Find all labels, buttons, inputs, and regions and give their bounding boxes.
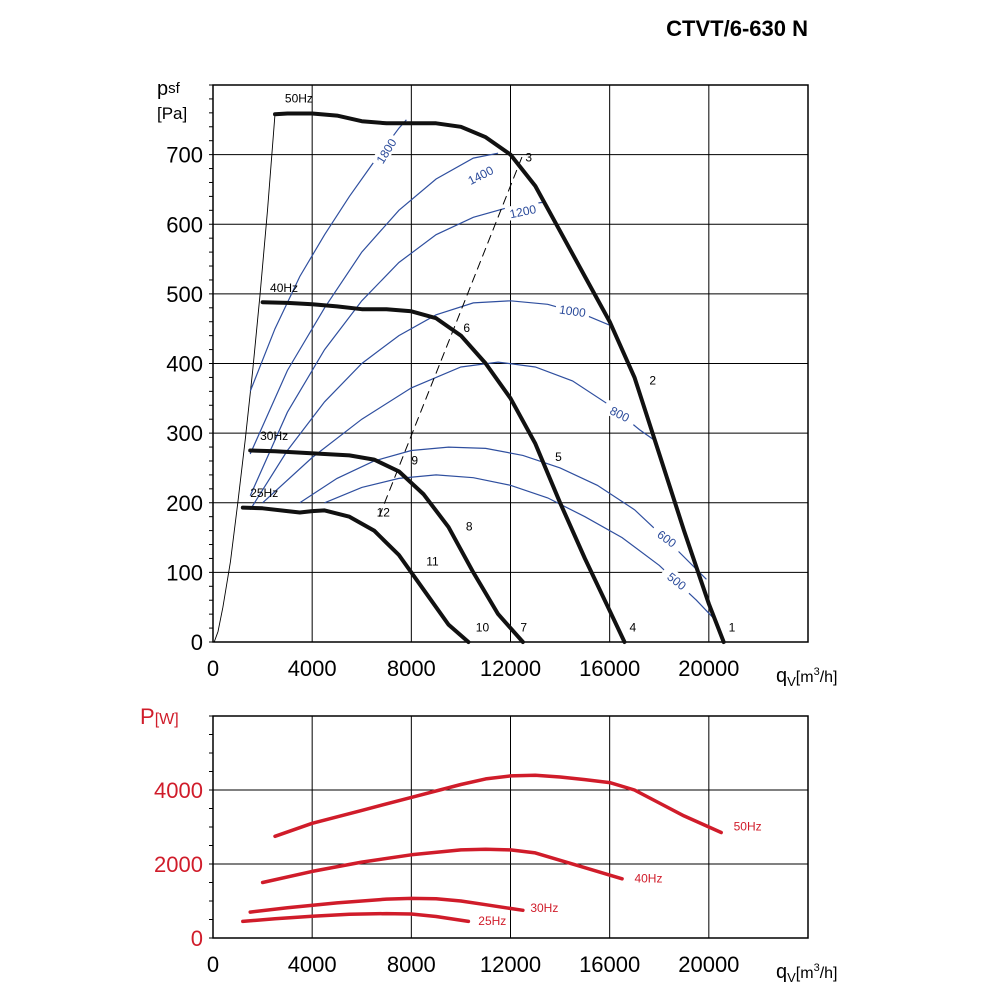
point-label: 5 xyxy=(555,450,562,464)
rpm-curve-1000 xyxy=(249,300,610,511)
x-tick-label: 8000 xyxy=(387,952,436,977)
rpm-label: 1200 xyxy=(508,202,537,221)
y-tick-label: 0 xyxy=(191,630,203,655)
rpm-label-bg xyxy=(504,200,541,222)
x-tick-label: 8000 xyxy=(387,656,436,681)
x-tick-label: 4000 xyxy=(288,952,337,977)
rpm-curve-800 xyxy=(262,361,655,504)
y-tick-label: 200 xyxy=(166,491,203,516)
plot-frame xyxy=(212,84,809,643)
power-hz-label: 25Hz xyxy=(478,914,506,928)
x-tick-label: 4000 xyxy=(288,656,337,681)
point-label: 3 xyxy=(525,151,532,165)
y-tick-label: 100 xyxy=(166,560,203,585)
x-tick-label: 16000 xyxy=(579,656,640,681)
rpm-label-bg xyxy=(659,564,695,597)
x-tick-label: 20000 xyxy=(678,952,739,977)
x-tick-label: 12000 xyxy=(480,952,541,977)
point-label: 10 xyxy=(476,621,490,635)
fan-curve-25Hz xyxy=(240,505,471,644)
point-label: 4 xyxy=(630,621,637,635)
fan-curve-40Hz xyxy=(260,300,627,644)
pressure-chart: 0 4000 8000 12000 16000 20000 0 100 200 300 400 500… xyxy=(157,78,838,689)
rpm-label-bg xyxy=(649,522,686,554)
power-axis-label: P[W] xyxy=(140,704,179,729)
x-tick-label: 0 xyxy=(207,656,219,681)
y-axis-unit: [Pa] xyxy=(157,104,187,123)
rpm-curve-600 xyxy=(299,446,707,580)
x-tick-label: 0 xyxy=(207,952,219,977)
rpm-curve-1800 xyxy=(249,119,407,392)
point-label: 2 xyxy=(649,373,656,387)
y-tick-label: 400 xyxy=(166,352,203,377)
hz-label: 40Hz xyxy=(270,281,298,295)
point-label: 11 xyxy=(426,554,439,568)
system-resistance-line xyxy=(213,114,276,643)
x-tick-label: 12000 xyxy=(480,656,541,681)
point-label: 9 xyxy=(411,453,418,467)
rpm-curve-1400 xyxy=(249,152,499,455)
rpm-label-bg xyxy=(601,399,639,428)
y-tick-label: 700 xyxy=(166,143,203,168)
rpm-curve-500 xyxy=(324,474,717,622)
power-chart: 0 4000 8000 12000 16000 20000 0 2000 4000 qV[m3/h… xyxy=(140,704,838,985)
hz-label: 25Hz xyxy=(250,486,278,500)
plot-frame xyxy=(212,715,809,939)
y-tick-label: 0 xyxy=(191,926,203,951)
hz-label: 30Hz xyxy=(260,429,288,443)
y-tick-label: 300 xyxy=(166,421,203,446)
power-curve-30Hz xyxy=(248,896,525,914)
fan-curve-50Hz xyxy=(273,111,726,644)
x-tick-label: 16000 xyxy=(579,952,640,977)
y-axis-label: psf xyxy=(157,78,181,100)
y-tick-label: 4000 xyxy=(154,778,203,803)
rpm-label: 1000 xyxy=(558,302,587,320)
power-hz-label: 50Hz xyxy=(734,820,762,834)
fan-curve-30Hz xyxy=(248,448,525,644)
rpm-curve-1200 xyxy=(249,201,546,497)
point-label: 6 xyxy=(463,321,470,335)
x-axis-label: qV[m3/h] xyxy=(776,665,838,689)
power-curve-40Hz xyxy=(260,847,624,885)
point-label: 12 xyxy=(377,506,391,520)
rpm-label-bg xyxy=(370,132,401,169)
rpm-label-bg xyxy=(554,300,591,320)
point-label: 7 xyxy=(520,621,527,635)
x-tick-label: 20000 xyxy=(678,656,739,681)
y-tick-label: 500 xyxy=(166,282,203,307)
y-tick-label: 2000 xyxy=(154,852,203,877)
point-label: 8 xyxy=(466,520,473,534)
rpm-label-bg xyxy=(461,160,499,189)
chart-title: CTVT/6-630 N xyxy=(666,16,808,41)
x-axis-label: qV[m3/h] xyxy=(776,961,838,985)
power-hz-label: 40Hz xyxy=(634,872,662,886)
operating-point-line xyxy=(378,154,524,517)
point-label: 1 xyxy=(729,621,736,635)
hz-label: 50Hz xyxy=(285,91,313,105)
power-curve-25Hz xyxy=(241,911,471,924)
y-tick-label: 600 xyxy=(166,212,203,237)
power-curve-50Hz xyxy=(273,773,723,839)
power-hz-label: 30Hz xyxy=(530,901,558,915)
